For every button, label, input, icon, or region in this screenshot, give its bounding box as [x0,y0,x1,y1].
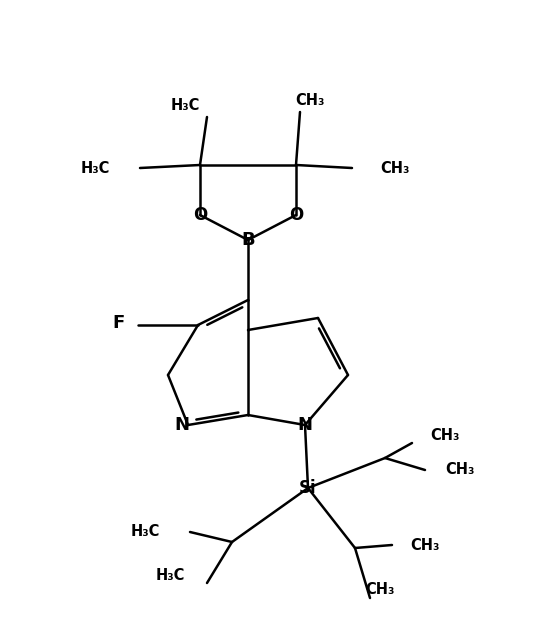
Text: B: B [241,231,255,249]
Text: F: F [112,314,124,332]
Text: CH₃: CH₃ [430,428,459,442]
Text: N: N [298,416,312,434]
Text: CH₃: CH₃ [410,538,439,552]
Text: Si: Si [299,479,317,497]
Text: H₃C: H₃C [131,525,160,540]
Text: N: N [174,416,190,434]
Text: H₃C: H₃C [156,568,185,582]
Text: O: O [289,206,303,224]
Text: CH₃: CH₃ [295,93,325,108]
Text: CH₃: CH₃ [445,463,474,477]
Text: CH₃: CH₃ [380,161,409,175]
Text: H₃C: H₃C [170,97,199,113]
Text: O: O [193,206,207,224]
Text: H₃C: H₃C [81,161,110,175]
Text: CH₃: CH₃ [365,582,395,598]
